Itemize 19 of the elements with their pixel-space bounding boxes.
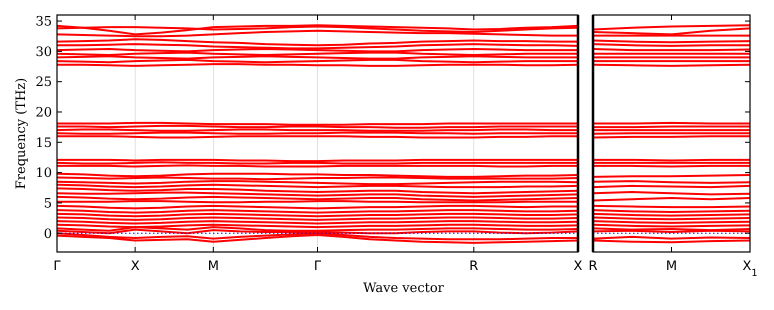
y-tick-label: 25 <box>35 75 52 90</box>
x-tick-label: X$_{1}$ <box>742 259 758 278</box>
x-tick-label: Γ <box>53 259 62 274</box>
x-tick-label: R <box>469 259 478 274</box>
x-tick-label: X <box>574 259 583 274</box>
y-tick-label: 30 <box>35 44 52 60</box>
y-tick-label: 15 <box>35 136 52 151</box>
y-tick-label: 10 <box>35 166 52 182</box>
x-tick-label: X <box>130 259 140 274</box>
y-tick-label: 35 <box>35 14 52 30</box>
y-axis-title: Frequency (THz) <box>14 78 29 190</box>
y-tick-label: 5 <box>44 196 52 212</box>
y-tick-label: 0 <box>44 226 52 242</box>
x-tick-label: R <box>588 259 598 274</box>
y-tick-label: 20 <box>35 106 52 121</box>
x-axis-title: Wave vector <box>363 281 445 296</box>
x-tick-label: Γ <box>314 259 322 274</box>
x-tick-label: M <box>666 259 678 274</box>
x-tick-label: M <box>208 259 219 274</box>
